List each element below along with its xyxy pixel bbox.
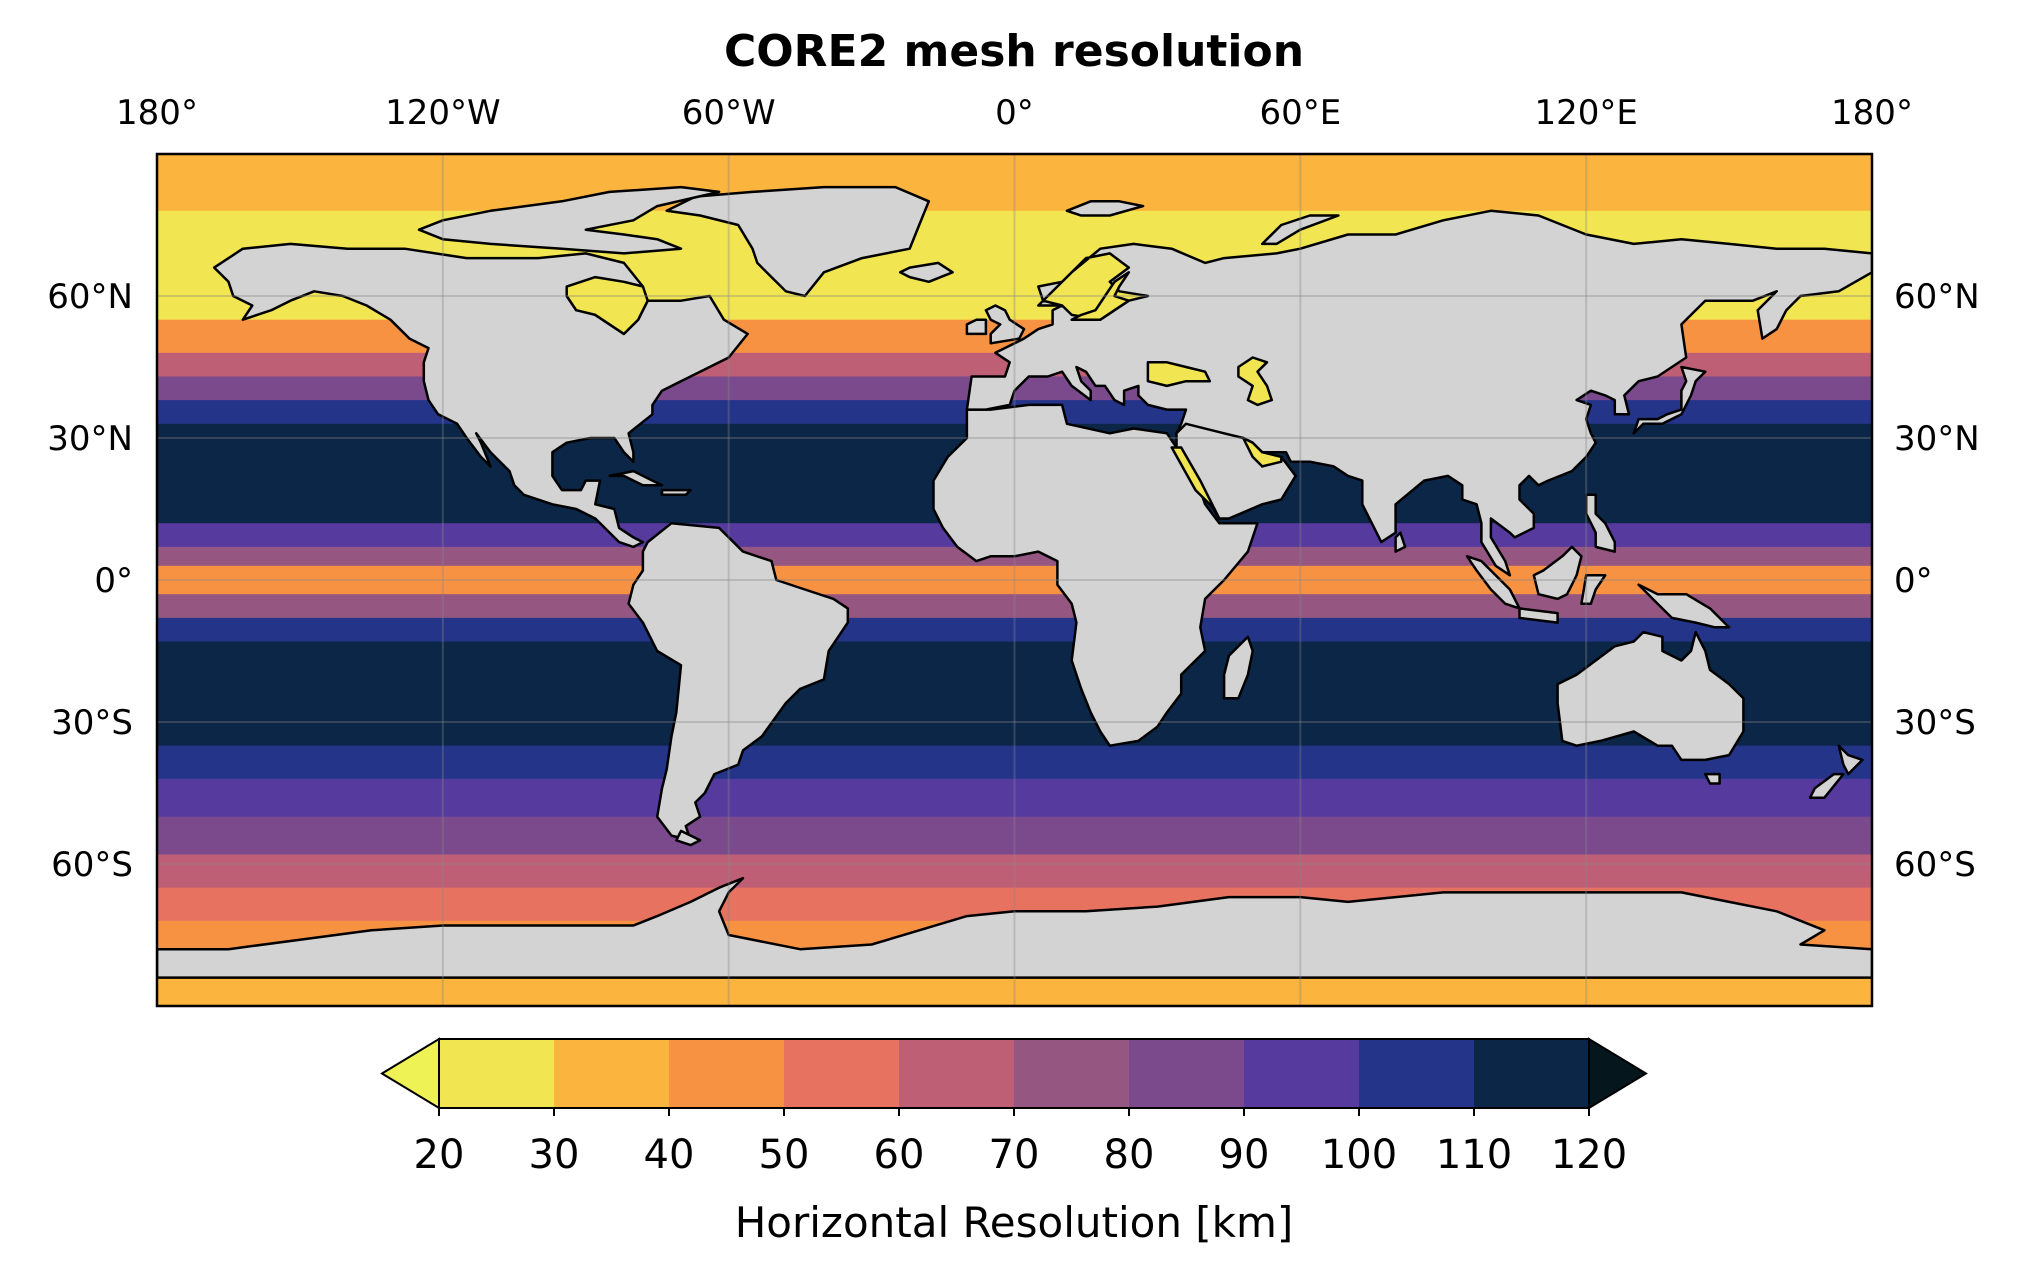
colorbar-segment bbox=[554, 1039, 670, 1108]
water-black-sea bbox=[1146, 361, 1212, 388]
lat-tick-label-right: 30°S bbox=[1894, 703, 1976, 743]
resolution-band-14 bbox=[157, 778, 1872, 818]
resolution-band-11 bbox=[157, 617, 1872, 643]
colorbar-segment bbox=[1129, 1039, 1245, 1108]
landmass-south-america bbox=[627, 521, 850, 842]
lon-tick-label: 180° bbox=[1831, 93, 1913, 133]
landmass-ireland bbox=[965, 318, 988, 336]
lon-tick-label: 60°W bbox=[682, 93, 776, 133]
landmass-antarctica bbox=[157, 876, 1872, 979]
landmass-tasmania bbox=[1704, 772, 1721, 785]
lat-tick-label-left: 60°N bbox=[47, 277, 133, 317]
map-area bbox=[157, 154, 1872, 1006]
resolution-band-13 bbox=[157, 745, 1872, 780]
landmass-australia bbox=[1556, 630, 1745, 762]
colorbar-tick-label: 120 bbox=[1551, 1132, 1627, 1178]
gridlines bbox=[157, 154, 1872, 1006]
landmass-java bbox=[1518, 607, 1559, 624]
colorbar-tick-label: 60 bbox=[874, 1132, 925, 1178]
colorbar-segment bbox=[1474, 1039, 1590, 1108]
colorbar-tick-label: 50 bbox=[759, 1132, 810, 1178]
lon-tick-label: 60°E bbox=[1259, 93, 1341, 133]
landmass-japan bbox=[1632, 365, 1707, 435]
colorbar-segment bbox=[1014, 1039, 1130, 1108]
landmass-iceland bbox=[898, 261, 954, 284]
colorbar-tick-label: 30 bbox=[529, 1132, 580, 1178]
landmass-greenland bbox=[665, 185, 931, 298]
lon-tick-label: 120°W bbox=[385, 93, 501, 133]
landmass-philippines bbox=[1584, 493, 1617, 553]
resolution-band-15 bbox=[157, 816, 1872, 856]
lakes bbox=[565, 271, 1283, 520]
colorbar-segment bbox=[669, 1039, 785, 1108]
water-caspian-sea bbox=[1237, 356, 1274, 407]
colorbar-segment bbox=[784, 1039, 900, 1108]
landmass-new-zealand-south bbox=[1808, 772, 1845, 799]
landmass-eurasia bbox=[965, 209, 1872, 577]
colorbar-segment bbox=[899, 1039, 1015, 1108]
landmass-svalbard bbox=[1065, 200, 1145, 217]
landmass-hispaniola bbox=[660, 488, 692, 497]
water-hudson-bay bbox=[565, 275, 649, 336]
lat-tick-label-right: 60°S bbox=[1894, 845, 1976, 885]
landmass-new-guinea bbox=[1637, 583, 1731, 629]
colorbar-label: Horizontal Resolution [km] bbox=[735, 1198, 1294, 1247]
colorbar-tick-label: 70 bbox=[989, 1132, 1040, 1178]
landmass-africa bbox=[932, 403, 1259, 747]
landmass-sri-lanka bbox=[1394, 531, 1407, 553]
lon-tick-label: 180° bbox=[116, 93, 198, 133]
lat-tick-label-left: 0° bbox=[94, 561, 133, 601]
longitude-labels: 180° 120°W 60°W 0° 60°E 120°E 180° bbox=[116, 93, 1913, 133]
landmass-sulawesi bbox=[1580, 574, 1607, 605]
colorbar-tick-label: 40 bbox=[644, 1132, 695, 1178]
landmass-cuba bbox=[608, 469, 664, 487]
water-baltic-sea bbox=[1070, 271, 1131, 321]
colorbar-tick-label: 80 bbox=[1104, 1132, 1155, 1178]
landmass-novaya-zemlya bbox=[1260, 214, 1340, 246]
resolution-band-0 bbox=[157, 154, 1872, 212]
colorbar-tick-label: 100 bbox=[1321, 1132, 1397, 1178]
landmass-canadian-archipelago bbox=[417, 185, 721, 255]
lat-tick-label-left: 60°S bbox=[51, 845, 133, 885]
colorbar-extend-min bbox=[380, 1037, 440, 1110]
lat-tick-label-right: 30°N bbox=[1894, 419, 1980, 459]
lon-tick-label: 120°E bbox=[1534, 93, 1637, 133]
resolution-band-16 bbox=[157, 854, 1872, 889]
colorbar-tick-label: 110 bbox=[1436, 1132, 1512, 1178]
colorbar-extend-max bbox=[1588, 1037, 1648, 1110]
colorbar-tick-label: 90 bbox=[1219, 1132, 1270, 1178]
lon-tick-label: 0° bbox=[995, 93, 1034, 133]
latitude-labels: 60°N 60°N 30°N 30°N 0° 0° 30°S 30°S 60°S 60°S bbox=[47, 277, 1979, 885]
colorbar-segment bbox=[439, 1039, 555, 1108]
landmass-tierra-del-fuego bbox=[675, 829, 702, 847]
landmass-borneo bbox=[1532, 545, 1583, 601]
map-title: CORE2 mesh resolution bbox=[724, 26, 1304, 77]
lat-tick-label-left: 30°N bbox=[47, 419, 133, 459]
water-red-sea bbox=[1170, 446, 1221, 520]
colorbar-segment bbox=[1359, 1039, 1475, 1108]
colorbar: 20 30 40 50 60 70 80 90 100 110 120 bbox=[380, 1037, 1648, 1178]
landmass-madagascar bbox=[1222, 635, 1254, 700]
lat-tick-label-right: 0° bbox=[1894, 561, 1933, 601]
landmass-great-britain bbox=[984, 304, 1026, 345]
water-persian-gulf bbox=[1241, 436, 1283, 468]
landmass-new-zealand-north bbox=[1837, 744, 1864, 776]
colorbar-tick-label: 20 bbox=[414, 1132, 465, 1178]
lat-tick-label-left: 30°S bbox=[51, 703, 133, 743]
lat-tick-label-right: 60°N bbox=[1894, 277, 1980, 317]
colorbar-segment bbox=[1244, 1039, 1360, 1108]
map-frame bbox=[155, 152, 1874, 1008]
landmass-sumatra bbox=[1465, 555, 1521, 610]
